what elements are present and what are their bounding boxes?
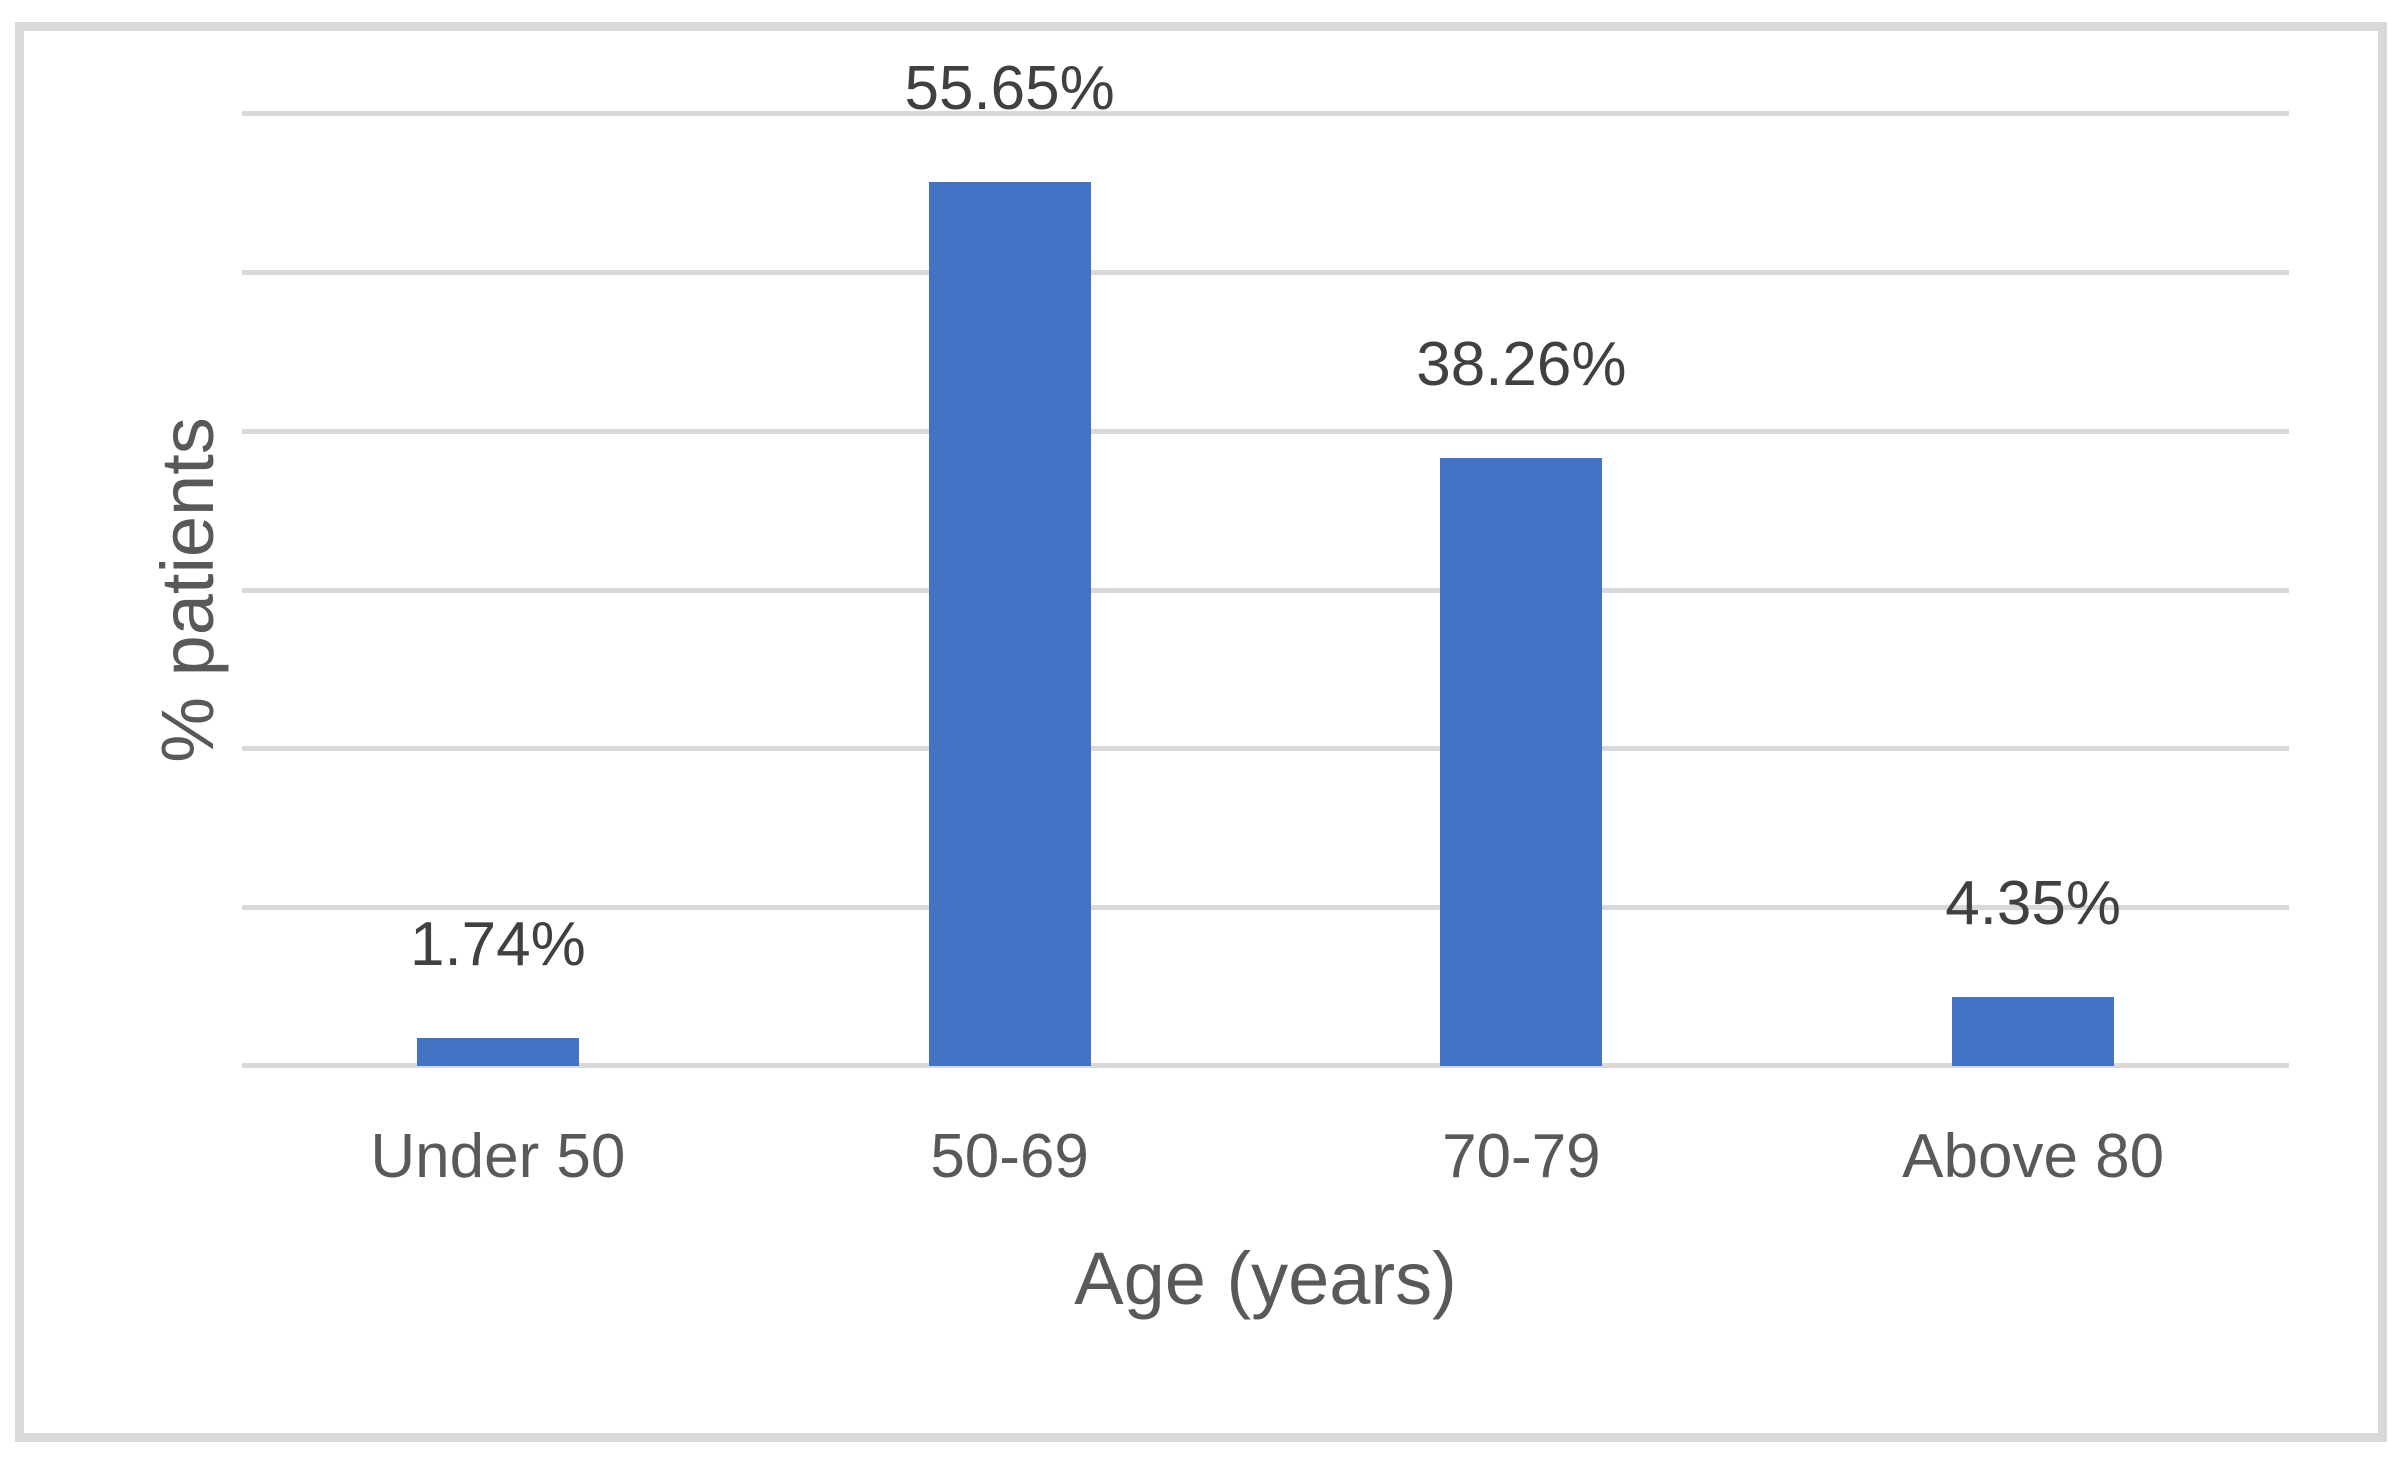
category-label-above-80: Above 80 (1902, 1122, 2165, 1191)
plot-area: 1.74% 55.65% 38.26% 4.35% (242, 58, 2289, 1068)
data-label-above-80: 4.35% (1945, 868, 2122, 938)
bar-above-80 (1952, 996, 2115, 1066)
category-label-under-50: Under 50 (370, 1122, 626, 1191)
gridline-40 (242, 428, 2289, 434)
gridline-30 (242, 587, 2289, 593)
gridline-50 (242, 269, 2289, 275)
bar-50-69 (928, 182, 1091, 1066)
data-label-50-69: 55.65% (904, 54, 1115, 124)
category-label-70-79: 70-79 (1442, 1122, 1601, 1191)
gridline-10 (242, 905, 2289, 911)
x-axis-line (242, 1063, 2289, 1068)
category-axis: Under 50 50-69 70-79 Above 80 (242, 1126, 2289, 1188)
data-label-under-50: 1.74% (409, 910, 586, 980)
x-axis-title: Age (years) (1074, 1237, 1457, 1320)
category-label-50-69: 50-69 (930, 1122, 1089, 1191)
data-label-70-79: 38.26% (1416, 330, 1627, 400)
chart-border-frame (15, 22, 2387, 1442)
y-axis-title: % patients (146, 417, 229, 763)
gridline-20 (242, 746, 2289, 752)
gridline-60 (242, 111, 2289, 116)
bar-under-50 (416, 1038, 579, 1066)
bar-70-79 (1440, 458, 1603, 1066)
